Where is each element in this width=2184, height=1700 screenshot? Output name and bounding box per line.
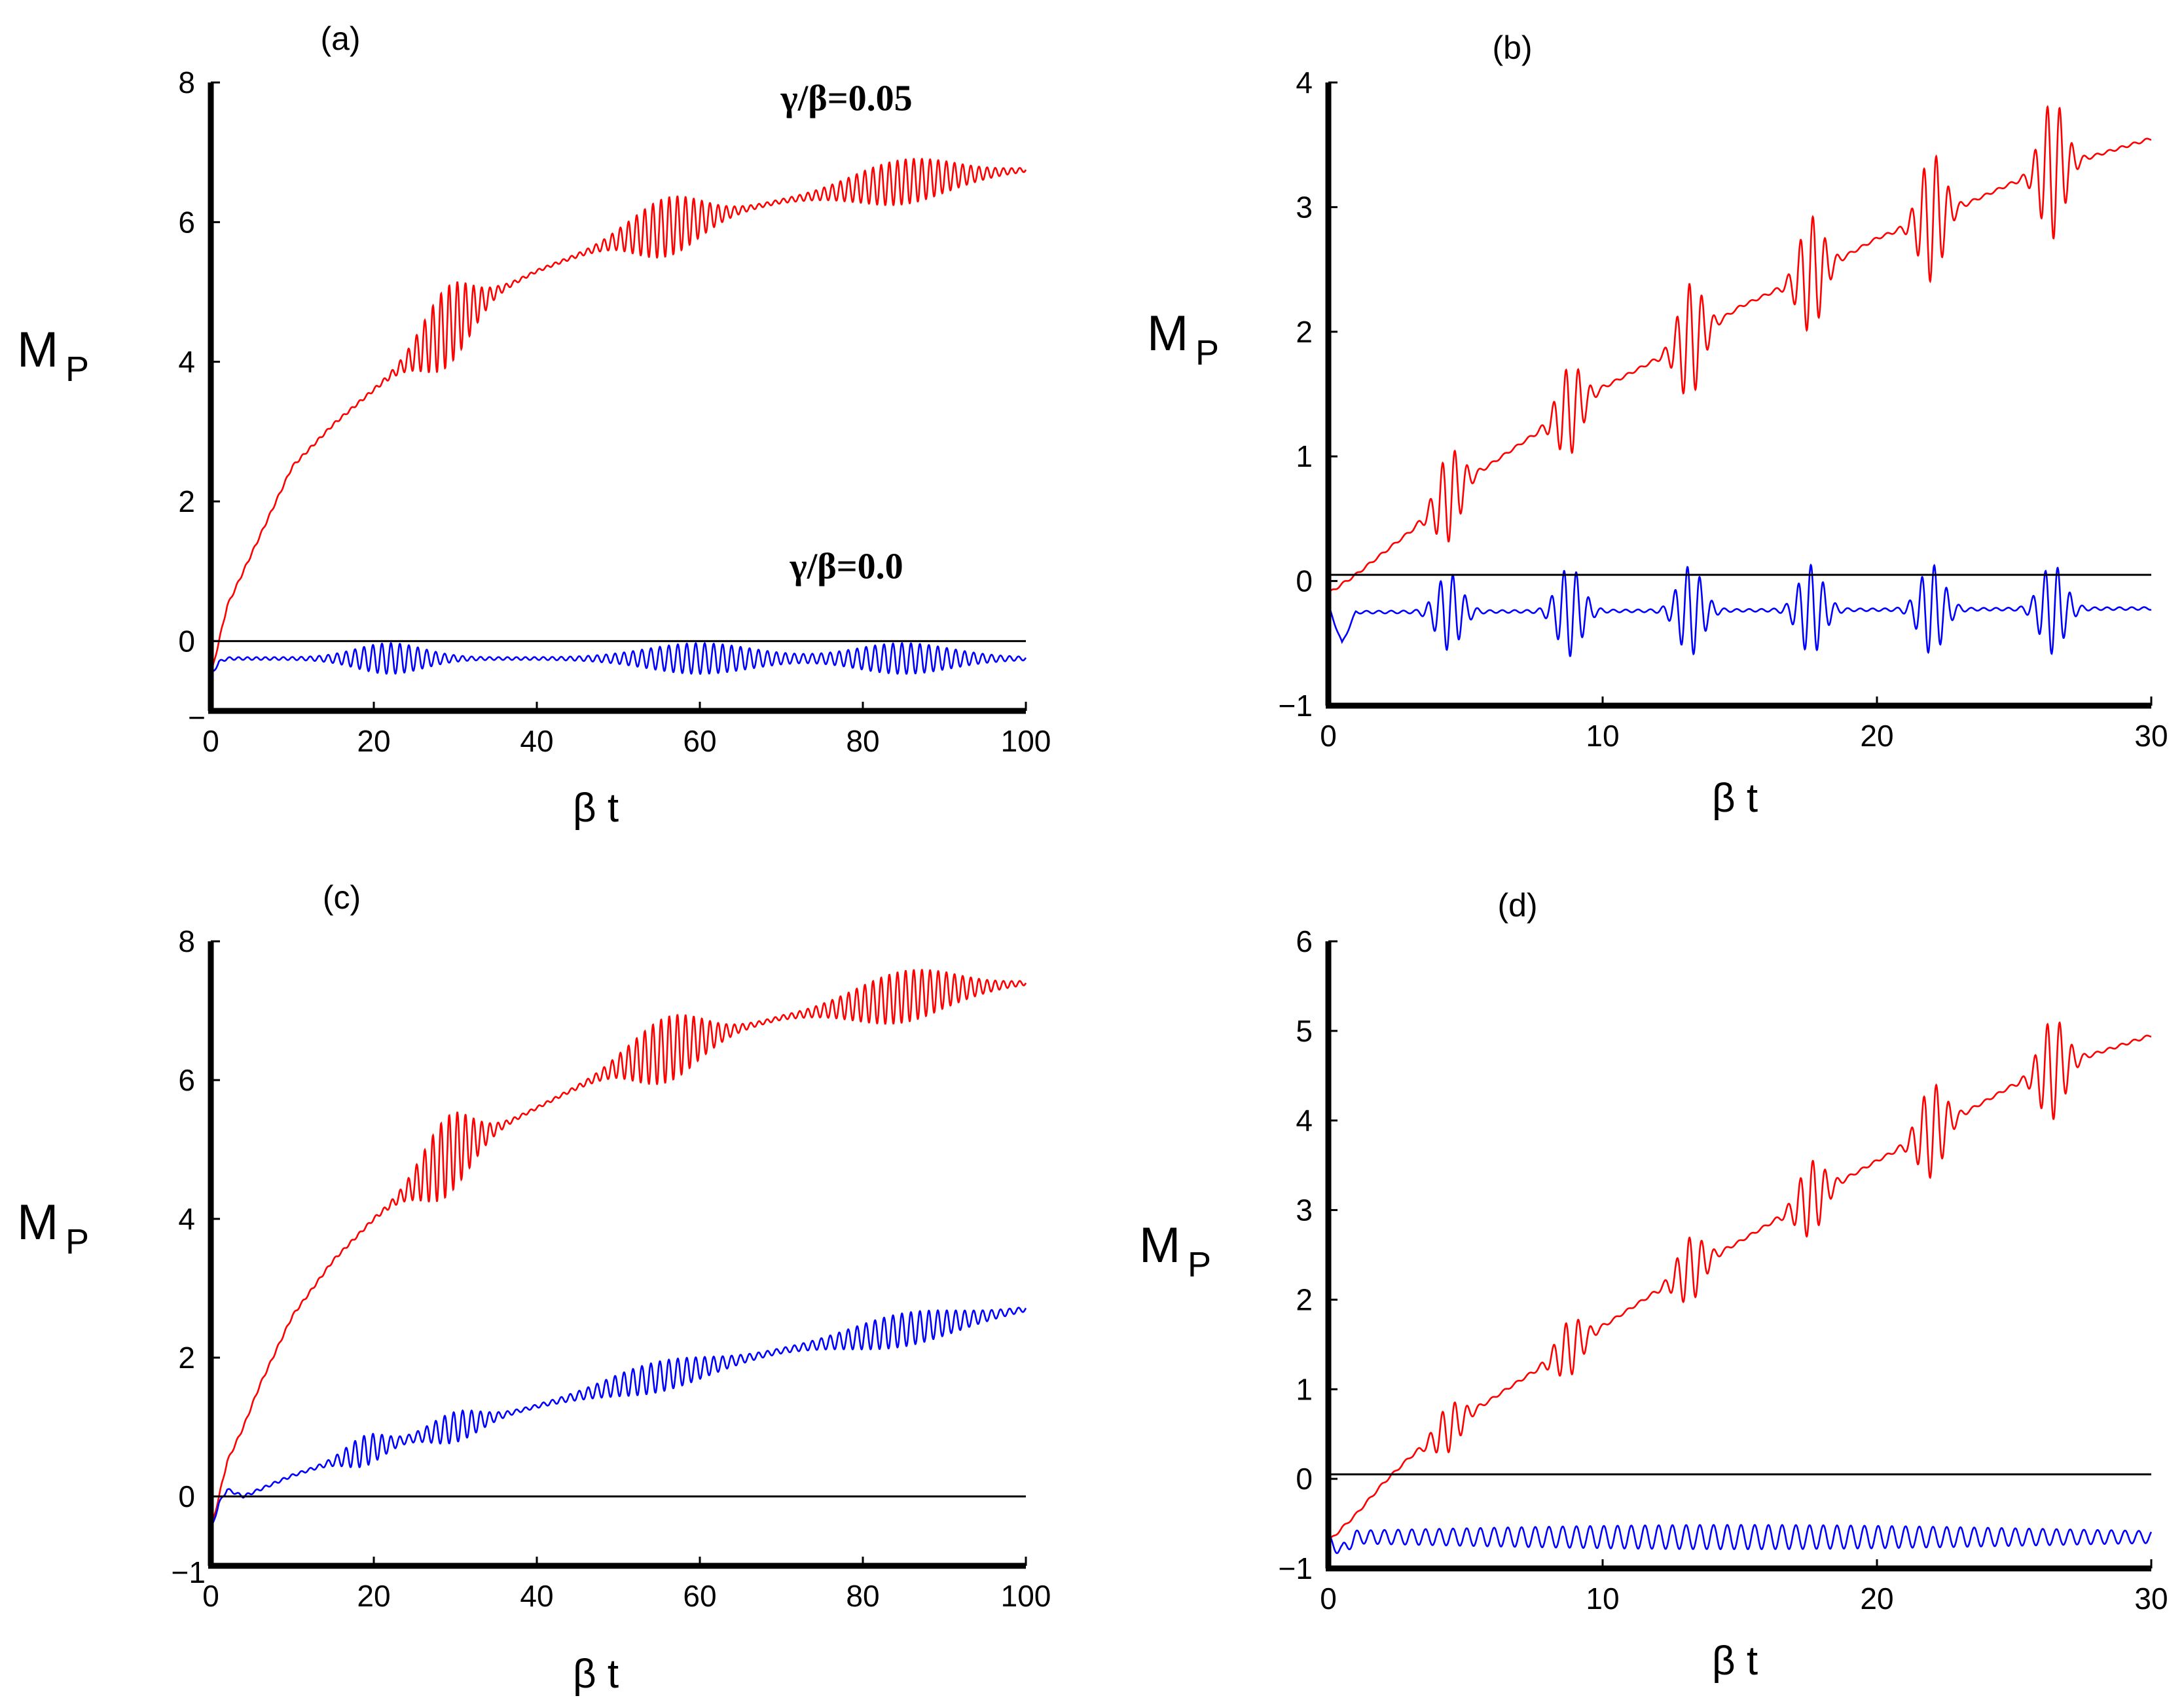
x-tick-label: 0 xyxy=(1320,719,1337,753)
y-tick-label-bottom: − xyxy=(188,700,206,734)
series-γ/β=0.0-line xyxy=(209,642,1027,676)
y-tick-label: 2 xyxy=(178,484,195,518)
y-tick-label: −1 xyxy=(1279,1551,1313,1585)
annotation-label: γ/β=0.05 xyxy=(780,79,913,119)
y-tick-label: 6 xyxy=(1296,924,1313,958)
series-γ/β=0.05-line xyxy=(209,158,1027,676)
y-tick-label: 4 xyxy=(1296,1104,1313,1138)
x-tick-label: 0 xyxy=(202,724,219,758)
y-tick-label: 2 xyxy=(1296,315,1313,349)
series-red-line xyxy=(209,969,1027,1532)
y-tick-label: −1 xyxy=(1279,689,1313,723)
y-tick-label: 4 xyxy=(178,1202,195,1236)
y-tick-label: 0 xyxy=(1296,564,1313,598)
y-tick-label: 5 xyxy=(1296,1014,1313,1048)
y-axis-label-subscript: P xyxy=(65,350,89,389)
x-tick-label: 0 xyxy=(202,1579,219,1613)
y-tick-label: 8 xyxy=(178,65,195,99)
y-tick-label-bottom: −1 xyxy=(172,1555,206,1589)
series-blue-line xyxy=(209,1307,1027,1530)
x-tick-label: 100 xyxy=(1001,1579,1051,1613)
y-tick-label: 0 xyxy=(1296,1462,1313,1496)
x-tick-label: 10 xyxy=(1586,719,1619,753)
x-axis-label: β t xyxy=(1712,1638,1758,1684)
x-tick-label: 40 xyxy=(520,724,553,758)
x-tick-label: 20 xyxy=(357,1579,390,1613)
y-axis-label-subscript: P xyxy=(1188,1245,1211,1284)
series-red-line xyxy=(1327,105,2151,594)
x-axis-label: β t xyxy=(573,1652,619,1697)
panel-label: (d) xyxy=(1497,887,1537,924)
series-blue-line xyxy=(1327,563,2152,657)
y-tick-label: 4 xyxy=(1296,65,1313,99)
y-tick-label: 6 xyxy=(178,1063,195,1097)
annotation-label: γ/β=0.0 xyxy=(790,546,903,587)
y-tick-label: 3 xyxy=(1296,190,1313,224)
x-tick-label: 40 xyxy=(520,1579,553,1613)
x-tick-label: 80 xyxy=(846,724,879,758)
y-tick-label: 8 xyxy=(178,924,195,958)
y-tick-label: 4 xyxy=(178,345,195,379)
y-tick-label: 2 xyxy=(178,1341,195,1375)
y-tick-label: 0 xyxy=(178,624,195,658)
y-tick-label: 1 xyxy=(1296,1372,1313,1406)
x-axis-label: β t xyxy=(1712,776,1758,821)
y-tick-label: 0 xyxy=(178,1479,195,1513)
y-axis-label: M xyxy=(17,1195,58,1250)
x-tick-label: 20 xyxy=(357,724,390,758)
x-tick-label: 20 xyxy=(1860,719,1893,753)
x-tick-label: 0 xyxy=(1320,1582,1337,1616)
y-tick-label: 6 xyxy=(178,205,195,239)
y-axis-label-subscript: P xyxy=(1195,333,1219,372)
y-tick-label: 1 xyxy=(1296,439,1313,473)
x-tick-label: 30 xyxy=(2134,719,2168,753)
y-axis-label: M xyxy=(17,322,58,378)
x-tick-label: 60 xyxy=(683,724,716,758)
x-tick-label: 30 xyxy=(2134,1582,2168,1616)
x-tick-label: 20 xyxy=(1860,1582,1893,1616)
x-tick-label: 60 xyxy=(683,1579,716,1613)
y-tick-label: 3 xyxy=(1296,1193,1313,1227)
x-tick-label: 100 xyxy=(1001,724,1051,758)
y-axis-label: M xyxy=(1147,306,1188,361)
series-red-line xyxy=(1327,1021,2151,1542)
x-axis-label: β t xyxy=(573,786,619,831)
panel-label: (c) xyxy=(323,879,361,916)
x-tick-label: 80 xyxy=(846,1579,879,1613)
y-axis-label: M xyxy=(1139,1218,1180,1273)
panel-label: (b) xyxy=(1492,29,1532,66)
panel-label: (a) xyxy=(320,20,360,57)
x-tick-label: 10 xyxy=(1586,1582,1619,1616)
series-blue-line xyxy=(1328,1524,2153,1554)
y-tick-label: 2 xyxy=(1296,1282,1313,1316)
y-axis-label-subscript: P xyxy=(65,1222,89,1261)
